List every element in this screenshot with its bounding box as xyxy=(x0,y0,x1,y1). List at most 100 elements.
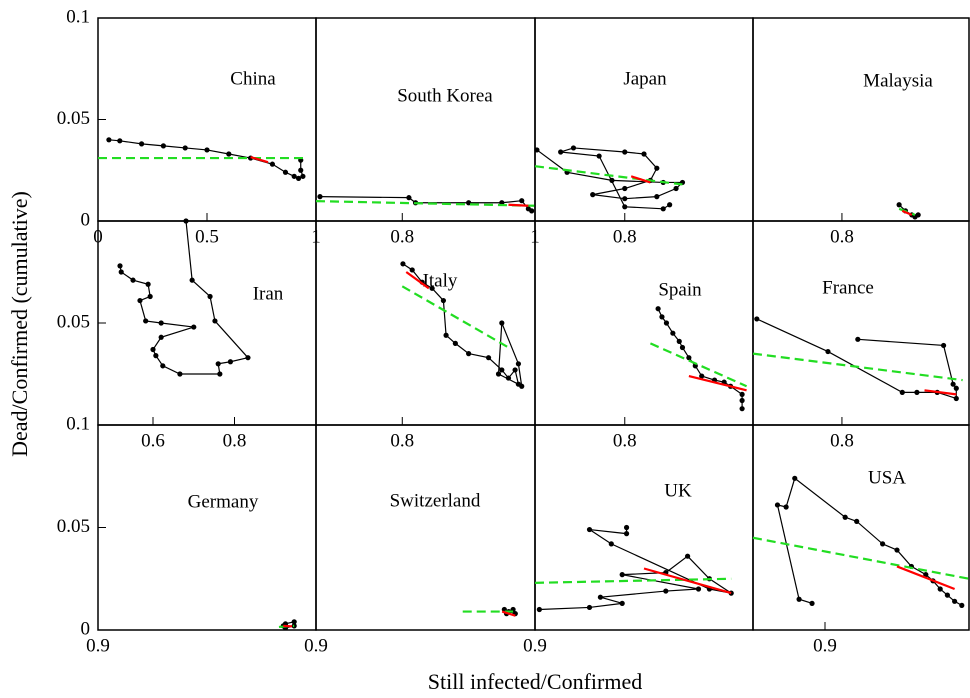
data-point xyxy=(923,572,929,578)
fit-line xyxy=(901,209,913,216)
data-point xyxy=(217,371,223,377)
data-point xyxy=(950,381,956,387)
data-point xyxy=(429,285,435,291)
data-point xyxy=(655,306,661,312)
data-line xyxy=(119,220,250,375)
panel-title: USA xyxy=(868,467,906,488)
data-point xyxy=(959,602,965,609)
panel-title: Spain xyxy=(658,279,702,300)
data-point xyxy=(774,502,781,508)
data-point xyxy=(106,137,112,143)
fit-line xyxy=(643,567,732,595)
panel-title: Iran xyxy=(253,283,284,304)
data-point xyxy=(739,397,745,404)
x-tick-label: 0.8 xyxy=(613,226,637,247)
fit-line xyxy=(752,352,963,382)
data-point xyxy=(269,161,275,167)
data-point xyxy=(558,149,564,155)
data-point xyxy=(117,263,123,269)
data-point xyxy=(586,604,593,611)
panel-title: South Korea xyxy=(397,85,493,106)
data-point xyxy=(654,165,660,171)
data-point xyxy=(695,586,702,592)
data-point xyxy=(855,336,861,342)
data-point xyxy=(183,218,189,224)
panel-title: Japan xyxy=(623,68,667,89)
data-point xyxy=(295,175,302,181)
x-tick-label: 0.8 xyxy=(830,226,854,247)
data-point xyxy=(519,198,525,204)
data-point xyxy=(699,373,705,379)
data-point xyxy=(150,346,156,353)
data-point xyxy=(914,389,920,395)
panel-title: China xyxy=(230,68,276,89)
y-tick-label: 0 xyxy=(81,209,91,230)
data-point xyxy=(937,586,943,592)
data-point xyxy=(659,314,665,320)
data-point xyxy=(783,504,789,510)
fit-line xyxy=(649,342,748,388)
data-point xyxy=(452,340,458,346)
data-point xyxy=(623,531,630,537)
data-point xyxy=(944,592,951,598)
fit-line xyxy=(250,155,269,164)
y-tick-label: 0.05 xyxy=(57,311,90,332)
x-tick-label: 0.6 xyxy=(141,430,165,451)
x-tick-label: 0.5 xyxy=(195,226,219,247)
fit-line xyxy=(752,536,970,580)
data-point xyxy=(226,151,232,157)
data-point xyxy=(536,606,542,613)
data-point xyxy=(912,214,918,220)
x-tick-label: 0.8 xyxy=(830,430,854,451)
data-point xyxy=(796,596,802,602)
x-tick-label: 0.8 xyxy=(223,430,247,451)
data-point xyxy=(245,355,251,361)
data-point xyxy=(894,547,900,553)
data-line xyxy=(539,527,732,611)
y-tick-label: 0.05 xyxy=(57,516,90,537)
y-tick-label: 0 xyxy=(81,618,91,639)
data-point xyxy=(400,261,406,267)
panel-frame xyxy=(534,220,754,426)
data-point xyxy=(227,359,234,365)
panel-title: Switzerland xyxy=(390,490,481,511)
data-line xyxy=(657,308,743,409)
data-point xyxy=(596,153,602,159)
data-point xyxy=(147,293,153,300)
data-point xyxy=(673,185,679,192)
x-tick-label: 0.9 xyxy=(86,635,110,656)
data-point xyxy=(534,147,540,153)
fit-line xyxy=(688,374,747,392)
data-point xyxy=(118,269,124,275)
data-point xyxy=(317,194,323,200)
data-line xyxy=(776,477,963,606)
panel-title: Malaysia xyxy=(863,70,933,91)
data-point xyxy=(291,619,297,625)
data-point xyxy=(117,138,123,144)
data-point xyxy=(896,202,902,208)
fit-line xyxy=(315,200,536,207)
data-point xyxy=(686,355,692,361)
data-point xyxy=(608,541,614,547)
fit-line xyxy=(508,203,529,207)
data-point xyxy=(739,406,745,412)
data-point xyxy=(622,204,628,210)
data-point xyxy=(160,143,166,149)
data-point xyxy=(953,385,959,391)
x-tick-label: 0.8 xyxy=(390,226,414,247)
panel-frame xyxy=(97,220,317,426)
panel-frame xyxy=(534,17,754,222)
data-point xyxy=(670,330,676,336)
fit-line xyxy=(534,577,732,584)
data-point xyxy=(529,208,535,214)
panel-title: France xyxy=(822,277,874,298)
data-point xyxy=(440,297,447,304)
data-point xyxy=(519,383,525,389)
data-point xyxy=(191,324,197,330)
data-point xyxy=(160,363,166,369)
data-point xyxy=(300,173,306,179)
data-point xyxy=(663,588,669,594)
fit-line xyxy=(401,285,510,349)
data-point xyxy=(676,338,682,344)
